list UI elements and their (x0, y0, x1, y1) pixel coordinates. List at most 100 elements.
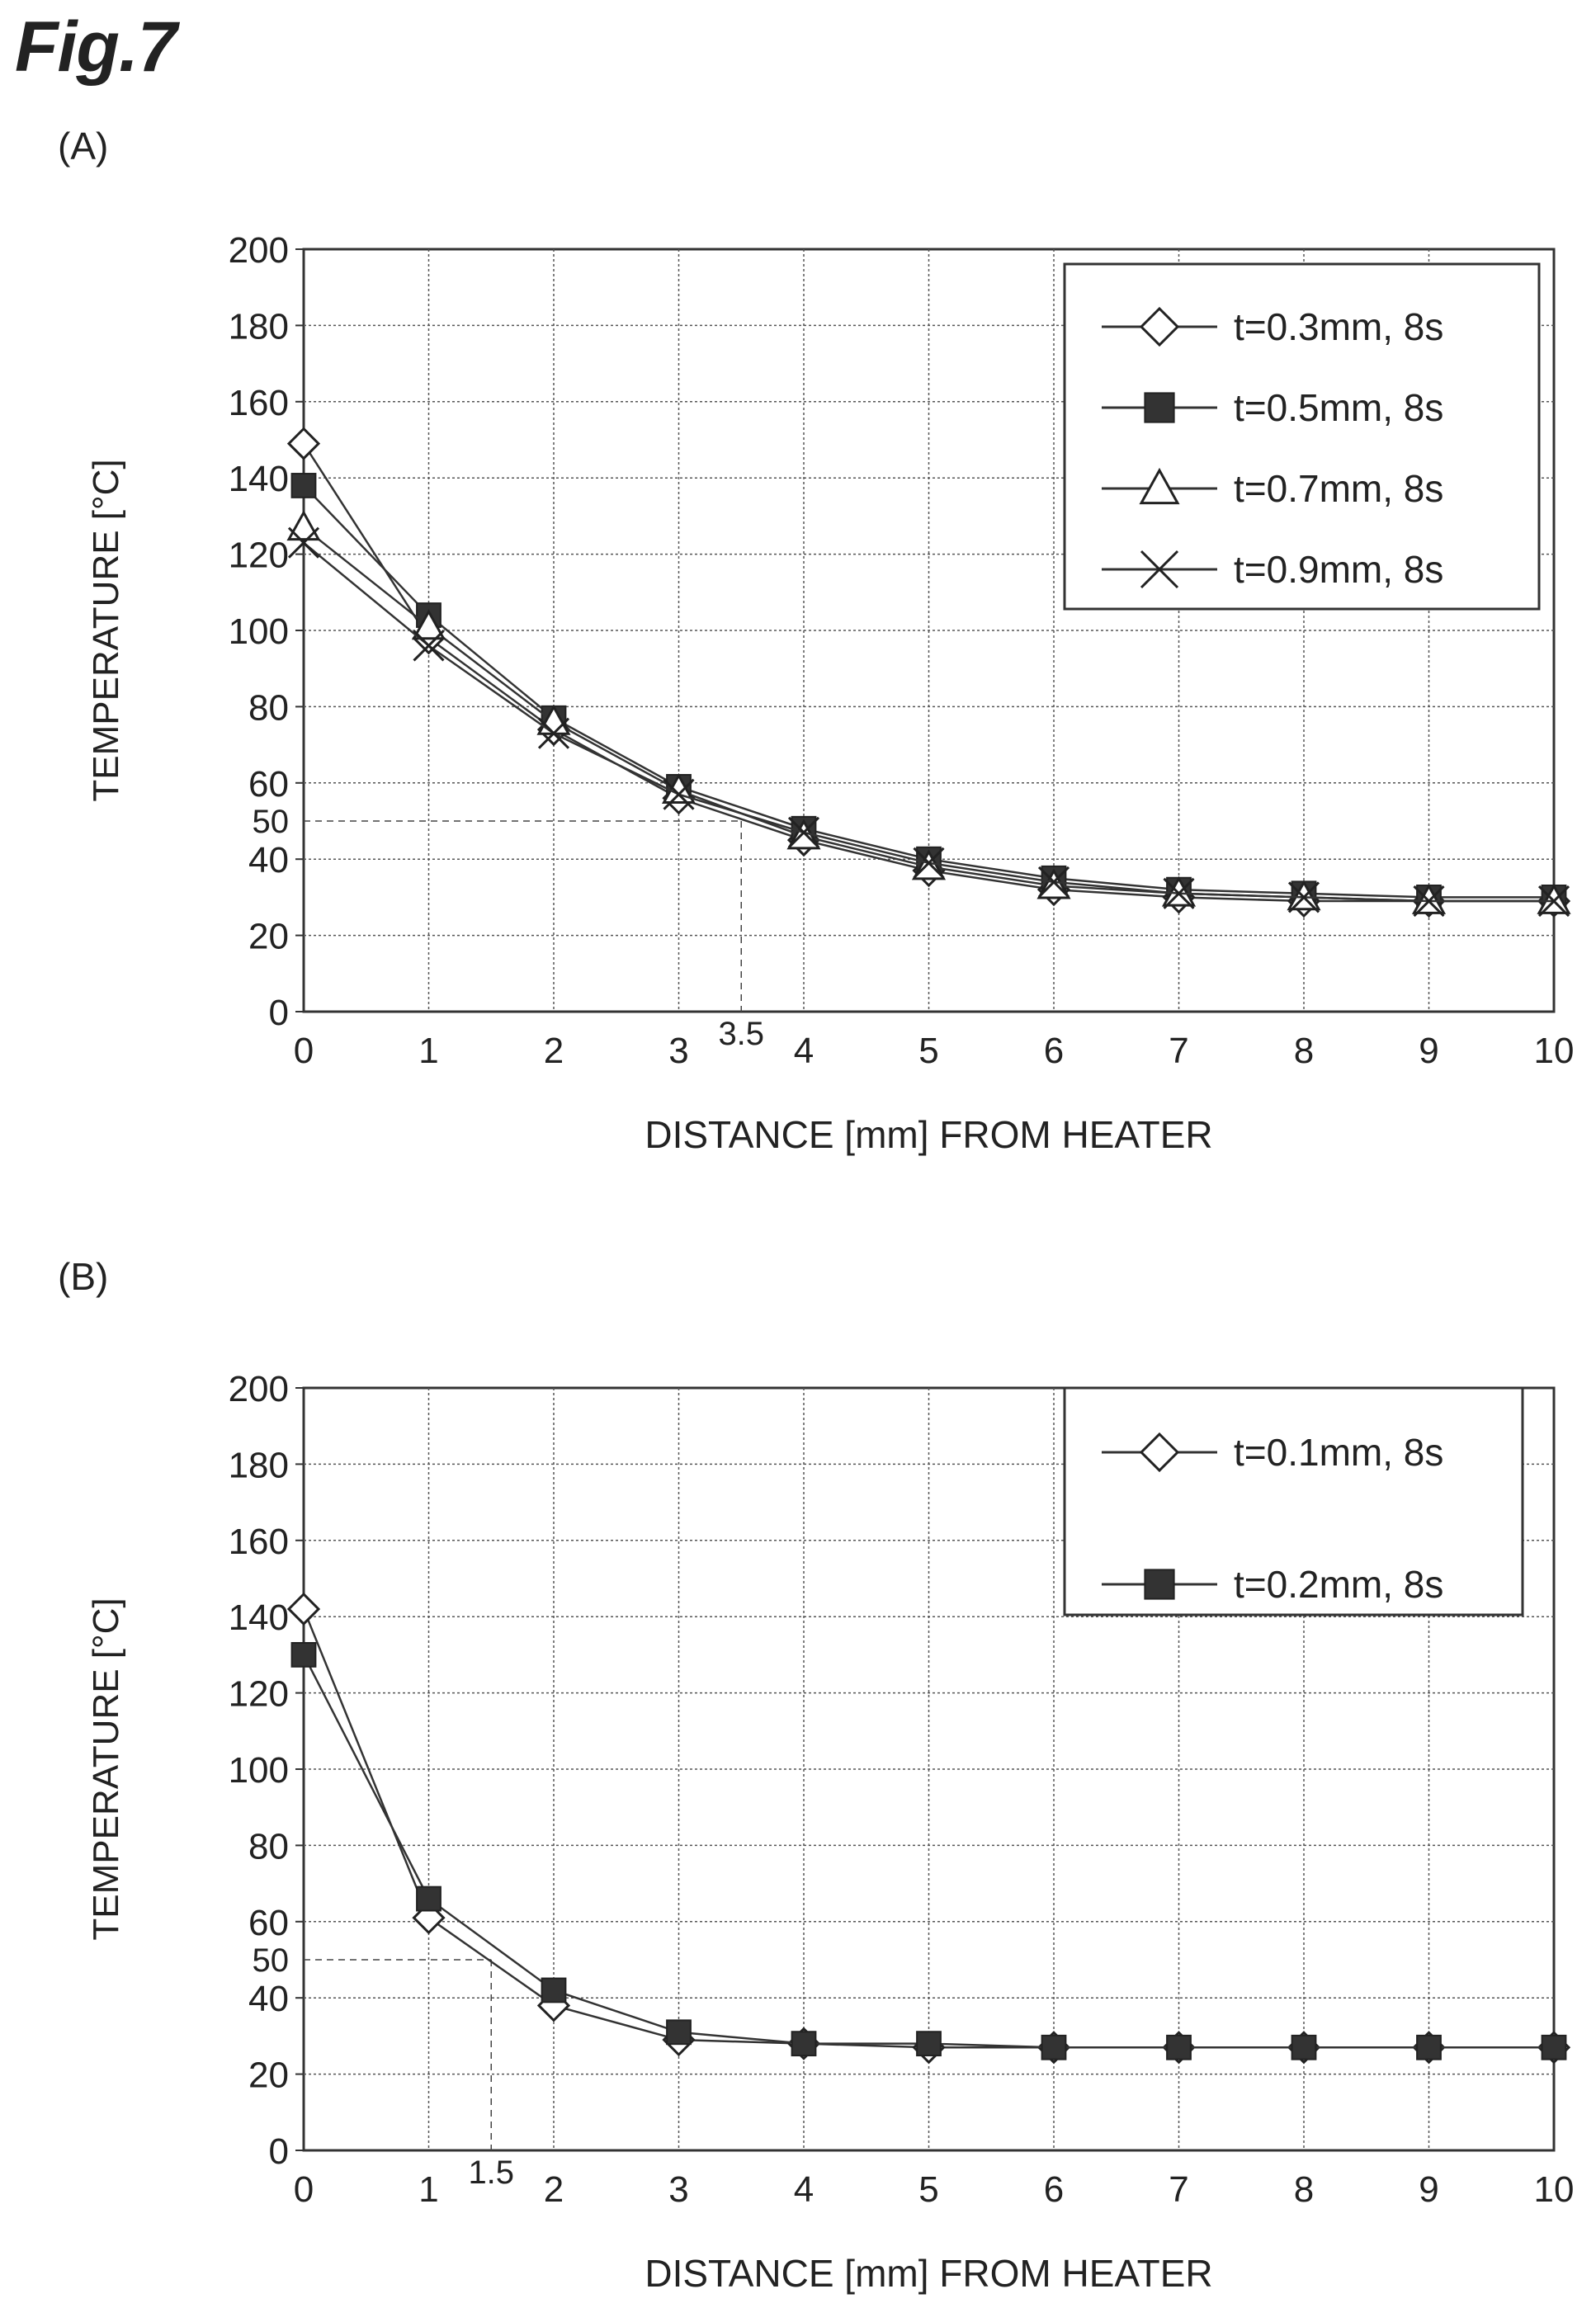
y-tick-label: 40 (248, 1979, 289, 2019)
data-point (1541, 2034, 1567, 2060)
legend-label: t=0.5mm, 8s (1234, 386, 1443, 429)
y-tick-label: 0 (269, 993, 289, 1033)
data-point (290, 473, 317, 498)
x-tick-label: 1 (418, 2169, 438, 2210)
y-axis-label: TEMPERATURE [°C] (86, 459, 126, 801)
y-tick-label: 160 (229, 1522, 289, 1562)
y-tick-label: 180 (229, 306, 289, 347)
x-tick-label: 2 (544, 2169, 564, 2210)
y-tick-label: 200 (229, 1369, 289, 1409)
legend-marker (1139, 467, 1180, 505)
data-point (913, 847, 945, 879)
y-tick-label: 140 (229, 459, 289, 499)
figure-title: Fig.7 (15, 7, 177, 87)
annotation-y-label: 50 (253, 804, 290, 840)
x-tick-label: 3 (668, 1031, 688, 1071)
chart-a: 0 20 40 60 80 100 120 140 160 180 200 0 1 2 3 4 5 6 7 8 9 10 D… (86, 230, 1575, 1156)
data-point (411, 609, 446, 640)
annotation: 501.5 (253, 1942, 515, 2191)
y-tick-label: 80 (248, 687, 289, 728)
x-tick-label: 9 (1419, 1031, 1438, 1071)
legend-label: t=0.7mm, 8s (1234, 467, 1443, 510)
x-tick-label: 7 (1169, 2169, 1188, 2210)
legend-marker (1140, 550, 1179, 589)
tick-labels: 0 20 40 60 80 100 120 140 160 180 200 0 1 2 3 4 5 6 7 8 9 10 (229, 230, 1575, 1071)
data-point (916, 2031, 942, 2057)
y-tick-label: 40 (248, 840, 289, 880)
x-tick-label: 5 (918, 2169, 938, 2210)
y-tick-label: 160 (229, 383, 289, 423)
annotation: 503.5 (253, 804, 765, 1052)
x-tick-label: 9 (1419, 2169, 1438, 2210)
data-point (541, 1977, 567, 2003)
data-point (787, 816, 820, 848)
annotation-y-label: 50 (253, 1942, 290, 1979)
legend-marker (1144, 392, 1175, 423)
x-tick-label: 8 (1294, 2169, 1314, 2210)
legend-label: t=0.9mm, 8s (1234, 548, 1443, 591)
x-tick-label: 10 (1534, 2169, 1575, 2210)
data-point (663, 778, 695, 810)
x-tick-label: 2 (544, 1031, 564, 1071)
y-tick-label: 140 (229, 1598, 289, 1638)
panel-b-label: (B) (58, 1255, 109, 1298)
x-tick-label: 4 (794, 1031, 814, 1071)
x-tick-label: 3 (668, 2169, 688, 2210)
data-point (1166, 2034, 1192, 2060)
legend: t=0.3mm, 8s t=0.5mm, 8s t=0.7mm, 8s t=0.9mm… (1063, 262, 1541, 611)
series-2 (290, 1642, 1567, 2060)
x-tick-label: 0 (294, 1031, 314, 1071)
grid (304, 1388, 1554, 2150)
data-point (286, 510, 321, 541)
y-tick-label: 200 (229, 230, 289, 271)
legend-marker (1144, 1569, 1175, 1600)
panel-a-label: (A) (58, 125, 109, 168)
data-point (1163, 877, 1195, 909)
data-point (1413, 885, 1445, 918)
y-tick-label: 80 (248, 1826, 289, 1867)
data-point (1291, 2034, 1317, 2060)
data-point (290, 1642, 317, 1668)
legend: t=0.1mm, 8s t=0.2mm, 8s (1063, 1386, 1524, 1616)
y-tick-label: 100 (229, 1750, 289, 1791)
data-point (1037, 866, 1070, 898)
legend-marker (1139, 306, 1180, 347)
legend-label: t=0.2mm, 8s (1234, 1563, 1443, 1606)
data-point (413, 630, 445, 662)
x-tick-label: 4 (794, 2169, 814, 2210)
y-tick-label: 60 (248, 1903, 289, 1943)
x-tick-label: 5 (918, 1031, 938, 1071)
data-point (1416, 2034, 1442, 2060)
data-point (537, 717, 570, 749)
y-tick-label: 20 (248, 917, 289, 957)
data-point (1287, 881, 1320, 913)
y-tick-label: 20 (248, 2055, 289, 2096)
y-tick-label: 180 (229, 1445, 289, 1485)
data-point (666, 2019, 692, 2046)
x-tick-label: 10 (1534, 1031, 1575, 1071)
x-tick-label: 6 (1044, 1031, 1064, 1071)
x-axis-label: DISTANCE [mm] FROM HEATER (645, 2252, 1212, 2295)
data-point (1041, 2034, 1067, 2060)
x-tick-label: 6 (1044, 2169, 1064, 2210)
y-tick-label: 120 (229, 1674, 289, 1715)
data-point (287, 526, 320, 559)
y-tick-label: 0 (269, 2131, 289, 2172)
legend-label: t=0.3mm, 8s (1234, 305, 1443, 348)
x-tick-label: 7 (1169, 1031, 1188, 1071)
annotation-x-label: 3.5 (718, 1016, 764, 1052)
legend-label: t=0.1mm, 8s (1234, 1431, 1443, 1474)
x-tick-label: 1 (418, 1031, 438, 1071)
data-point (286, 1592, 321, 1626)
y-tick-label: 100 (229, 611, 289, 652)
x-axis-label: DISTANCE [mm] FROM HEATER (645, 1113, 1212, 1156)
annotation-x-label: 1.5 (468, 2154, 514, 2191)
y-tick-label: 120 (229, 536, 289, 576)
data-point (286, 427, 321, 460)
data-point (1537, 885, 1570, 918)
y-tick-label: 60 (248, 764, 289, 805)
legend-box (1063, 1386, 1524, 1616)
chart-b: 0 20 40 60 80 100 120 140 160 180 200 0 1 2 3 4 5 6 7 8 9 10 D… (86, 1369, 1575, 2295)
x-tick-label: 8 (1294, 1031, 1314, 1071)
legend-box (1063, 262, 1541, 611)
